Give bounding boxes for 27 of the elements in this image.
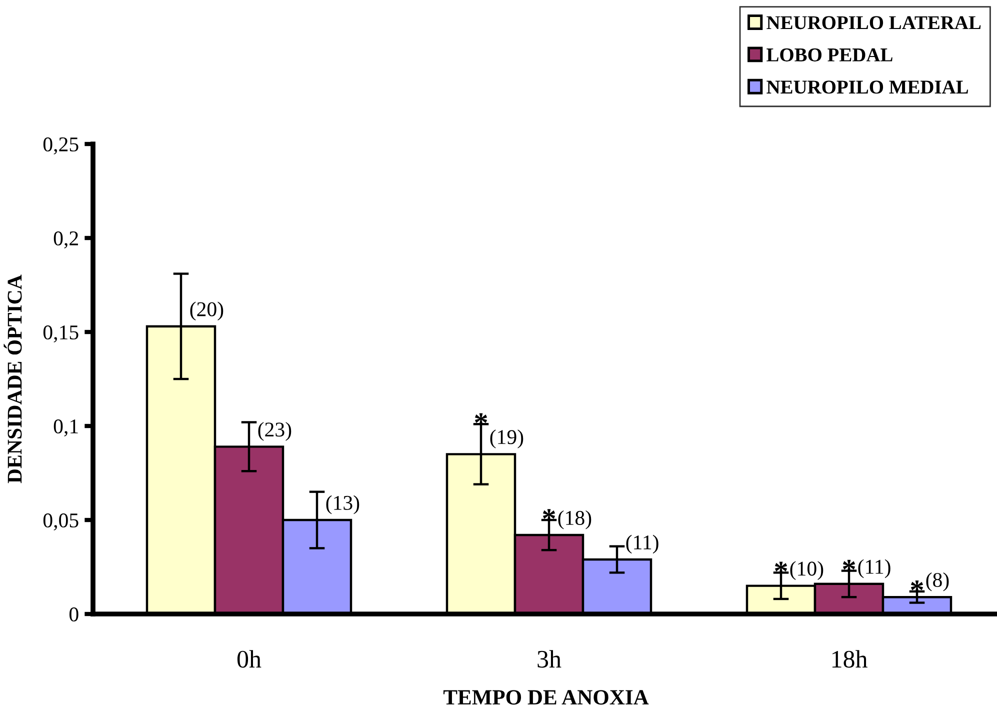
annotation: *: [542, 509, 556, 520]
x-tick-label: 18h: [832, 650, 868, 668]
annotation: (13): [326, 495, 360, 514]
x-axis-title: TEMPO DE ANOXIA: [443, 690, 649, 705]
annotation: (10): [790, 561, 824, 580]
y-tick-label: 0: [69, 607, 78, 622]
annotation: (20): [190, 302, 224, 321]
y-tick-label: 0,25: [43, 137, 78, 154]
y-tick-label: 0,05: [43, 513, 78, 530]
annotation: (8): [926, 572, 949, 592]
y-tick-label: 0,15: [43, 325, 78, 342]
annotation: *: [910, 580, 924, 592]
x-tick-label: 0h: [237, 650, 262, 668]
legend-label: NEUROPILO MEDIAL: [766, 80, 968, 94]
y-tick-label: 0,2: [54, 231, 78, 248]
annotation: (18): [558, 510, 592, 530]
legend-label: LOBO PEDAL: [766, 48, 892, 62]
legend-label: NEUROPILO LATERAL: [766, 16, 981, 30]
annotation: *: [842, 560, 856, 571]
annotation: (19): [490, 429, 524, 448]
annotation: *: [774, 562, 788, 573]
annotation: (11): [626, 534, 658, 554]
y-axis-title: DENSIDADE ÓPTICA: [4, 274, 22, 484]
y-tick-label: 0,1: [54, 419, 78, 436]
annotation: (23): [258, 422, 292, 441]
x-tick-label: 3h: [538, 650, 562, 668]
annotation: (11): [858, 559, 890, 578]
